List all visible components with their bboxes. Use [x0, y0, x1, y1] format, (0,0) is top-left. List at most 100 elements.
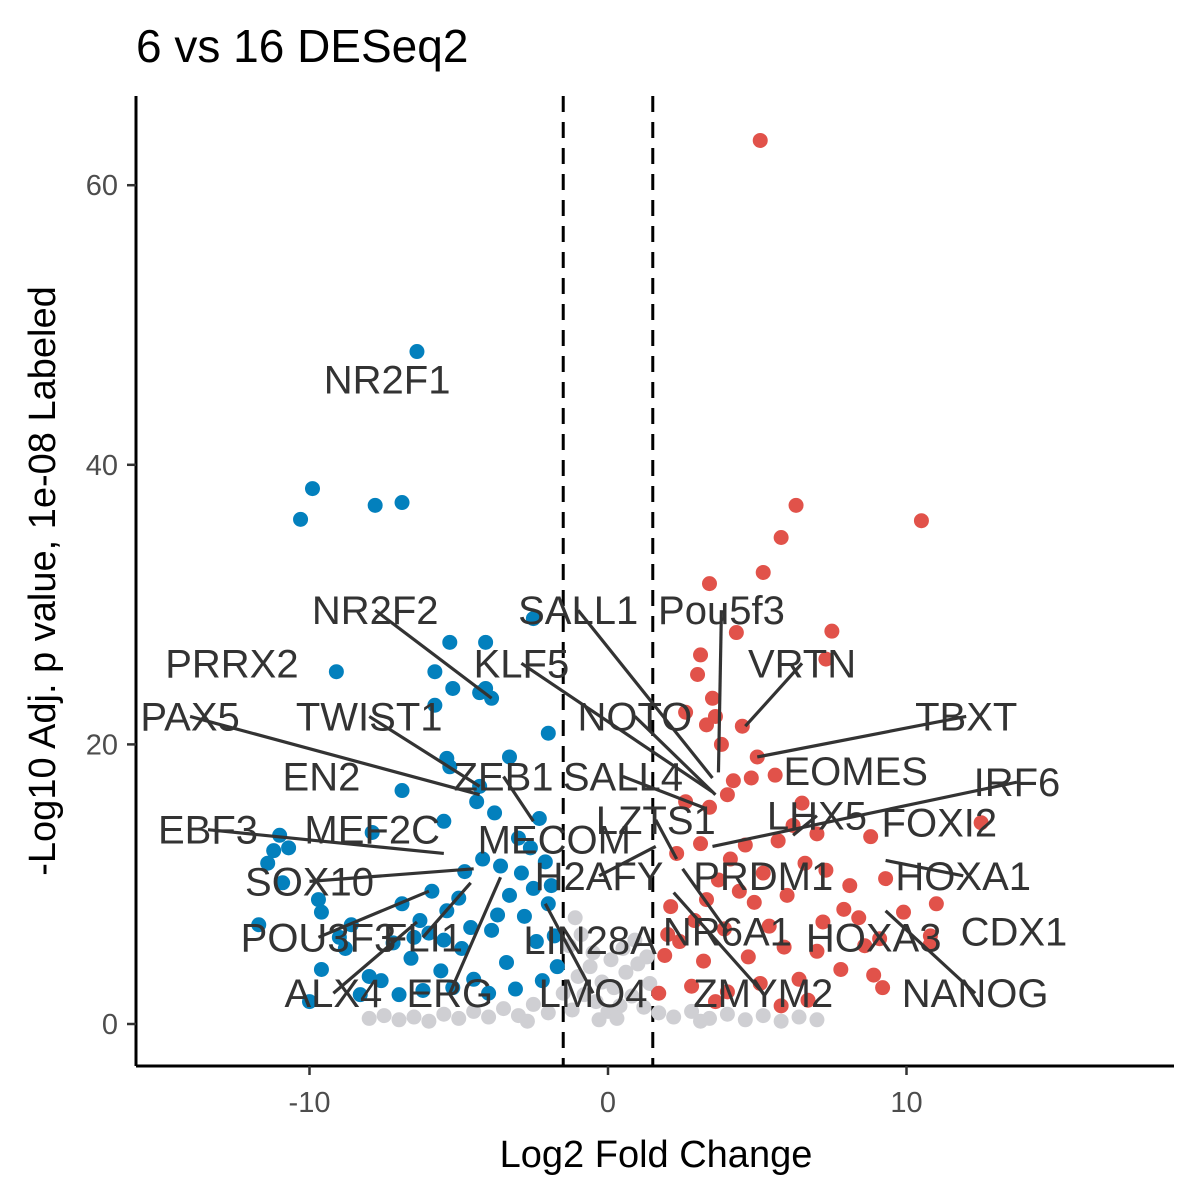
data-point-up	[866, 967, 882, 983]
data-point-up	[746, 894, 762, 910]
data-point-ns	[606, 980, 622, 996]
data-point-down	[304, 481, 320, 497]
data-point-up	[836, 901, 852, 917]
data-point-up	[872, 931, 888, 947]
data-point-down	[475, 851, 491, 867]
data-point-down	[525, 611, 541, 627]
data-point-up	[800, 992, 816, 1008]
data-point-ns	[421, 1013, 437, 1029]
data-point-up	[851, 910, 867, 926]
y-tick-label: 60	[86, 170, 118, 202]
data-point-up	[928, 896, 944, 912]
data-point-down	[531, 810, 547, 826]
data-point-down	[478, 634, 494, 650]
gene-label: IRF6	[974, 761, 1061, 805]
data-point-ns	[573, 927, 589, 943]
data-point-down	[313, 961, 329, 977]
gene-label: PRDM1	[693, 855, 833, 899]
data-point-down	[493, 858, 509, 874]
data-point-up	[896, 904, 912, 920]
gene-label: KLF5	[474, 642, 570, 686]
data-point-down	[310, 892, 326, 908]
x-axis-ticks: -10 0 10	[289, 1066, 923, 1119]
data-point-down	[373, 973, 389, 989]
data-point-up	[663, 899, 679, 915]
label-connector	[448, 876, 503, 994]
data-point-ns	[603, 952, 619, 968]
label-connector	[654, 819, 679, 860]
data-point-down	[513, 865, 529, 881]
data-point-ns	[719, 1006, 735, 1022]
gene-label: SALL4	[563, 756, 683, 800]
data-point-up	[728, 625, 744, 641]
data-point-up	[776, 939, 792, 955]
gene-label: ALX4	[284, 972, 382, 1016]
label-connector	[368, 715, 481, 788]
gene-label: LHX5	[767, 795, 867, 839]
label-connector	[543, 903, 595, 994]
data-point-up	[761, 918, 777, 934]
gene-label: VRTN	[748, 642, 856, 686]
data-point-up	[809, 943, 825, 959]
label-connector	[622, 775, 708, 811]
gene-label: NR6A1	[663, 911, 792, 955]
label-connector	[520, 661, 714, 794]
data-point-up	[755, 865, 771, 881]
data-point-down	[540, 896, 556, 912]
data-point-ns	[576, 987, 592, 1003]
data-point-down	[528, 934, 544, 950]
chart-title: 6 vs 16 DESeq2	[136, 20, 468, 72]
label-connector	[309, 867, 474, 883]
label-connector	[374, 608, 493, 700]
data-point-up	[704, 690, 720, 706]
gene-label: MECOM	[478, 818, 631, 862]
x-tick-label: -10	[289, 1087, 331, 1119]
data-point-down	[331, 929, 347, 945]
data-point-up	[696, 953, 712, 969]
data-point-down	[352, 987, 368, 1003]
data-point-down	[454, 941, 470, 957]
data-point-down	[442, 634, 458, 650]
label-connector	[672, 891, 765, 995]
data-point-up	[725, 773, 741, 789]
data-point-down	[251, 917, 267, 933]
data-point-down	[406, 929, 422, 945]
data-point-down	[472, 685, 488, 701]
data-point-down	[260, 855, 276, 871]
data-point-ns	[481, 1009, 497, 1025]
data-point-ns	[737, 1012, 753, 1028]
data-point-down	[328, 664, 344, 680]
data-point-ns	[594, 974, 610, 990]
data-point-ns	[451, 1010, 467, 1026]
data-point-up	[913, 513, 929, 529]
data-point-down	[293, 511, 309, 527]
label-connector	[207, 828, 444, 856]
data-point-ns	[361, 1010, 377, 1026]
data-point-up	[824, 623, 840, 639]
y-axis-ticks: 0 20 40 60	[86, 170, 136, 1041]
data-point-up	[815, 914, 831, 930]
gene-label: H2AFY	[535, 855, 664, 899]
data-point-down	[540, 725, 556, 741]
label-connector	[884, 909, 977, 995]
data-point-ns	[588, 994, 604, 1010]
data-point-up	[651, 985, 667, 1001]
gene-label: LIN28A	[523, 919, 657, 963]
data-point-ns	[627, 932, 643, 948]
data-point-ns	[496, 1001, 512, 1017]
data-point-ns	[636, 999, 652, 1015]
data-point-up	[687, 913, 703, 929]
label-connector	[332, 920, 418, 995]
data-point-down	[522, 840, 538, 856]
label-connector	[716, 610, 724, 773]
data-point-down	[424, 883, 440, 899]
gene-label: FOXI2	[882, 802, 998, 846]
label-connector	[576, 609, 714, 779]
data-point-ns	[391, 1012, 407, 1028]
data-point-ns	[555, 985, 571, 1001]
label-connector	[744, 662, 804, 728]
data-point-up	[713, 736, 729, 752]
data-point-down	[469, 794, 485, 810]
data-point-ns	[618, 964, 634, 980]
gene-label: TWIST1	[296, 695, 443, 739]
